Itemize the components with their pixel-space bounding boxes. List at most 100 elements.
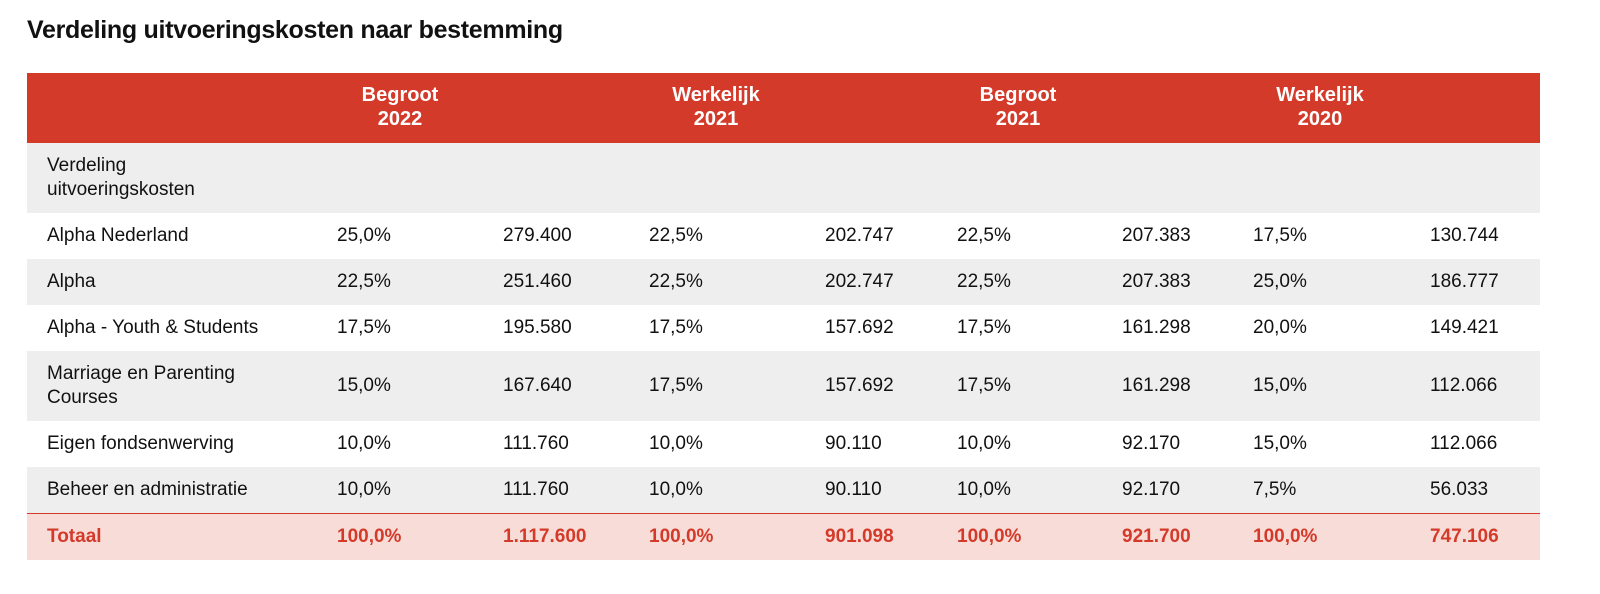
cell: 15,0%	[317, 351, 483, 421]
cell: 25,0%	[317, 213, 483, 259]
cell-value: 90.110	[825, 433, 882, 454]
cell-value: 130.744	[1430, 225, 1499, 246]
cell-value: 17,5%	[649, 317, 703, 338]
total-value: 1.117.600	[503, 526, 587, 547]
cell: 149.421	[1410, 305, 1540, 351]
cell: 17,5%	[1233, 213, 1410, 259]
row-label: Marriage en Parenting Courses	[47, 363, 235, 408]
column-label: Werkelijk	[672, 84, 760, 106]
total-label-cell: Totaal	[27, 513, 317, 560]
total-value: 747.106	[1430, 526, 1499, 547]
cell: 130.744	[1410, 213, 1540, 259]
column-header: Begroot 2021	[980, 83, 1057, 131]
table-header: Begroot 2022 Werkelijk 2021 Begroot 2021 Werke…	[27, 73, 1540, 143]
total-cell: 100,0%	[629, 513, 805, 560]
cell-value: 17,5%	[1253, 225, 1307, 246]
table-row: Alpha - Youth & Students 17,5% 195.580 17,5…	[27, 305, 1540, 351]
row-label: Eigen fondsenwerving	[47, 433, 234, 454]
cell: 92.170	[1102, 421, 1233, 467]
cell: 251.460	[483, 259, 629, 305]
row-label-cell: Eigen fondsenwerving	[27, 421, 317, 467]
total-cell: 921.700	[1102, 513, 1233, 560]
cell: 90.110	[805, 467, 937, 514]
cell: 56.033	[1410, 467, 1540, 514]
column-header: Werkelijk 2021	[672, 83, 759, 131]
column-label: Begroot	[979, 84, 1057, 106]
cell-value: 10,0%	[649, 433, 703, 454]
section-label: Verdeling uitvoeringskosten	[47, 155, 195, 200]
cell-value: 15,0%	[1253, 375, 1307, 396]
cell: 112.066	[1410, 351, 1540, 421]
data-table: Verdeling uitvoeringskosten Alpha Nederla…	[27, 143, 1541, 560]
cell: 17,5%	[937, 351, 1102, 421]
cell-value: 10,0%	[957, 433, 1011, 454]
cell: 17,5%	[317, 305, 483, 351]
cell: 161.298	[1102, 305, 1233, 351]
cell: 279.400	[483, 213, 629, 259]
cell: 207.383	[1102, 213, 1233, 259]
cell-value: 92.170	[1122, 433, 1181, 454]
total-cell: 747.106	[1410, 513, 1541, 560]
cell-value: 157.692	[825, 375, 894, 396]
total-value: 901.098	[825, 526, 894, 547]
column-label: Begroot	[361, 84, 439, 106]
cell: 10,0%	[317, 421, 483, 467]
cell-value: 112.066	[1430, 433, 1498, 454]
row-label: Beheer en administratie	[47, 479, 248, 500]
cell-value: 20,0%	[1253, 317, 1307, 338]
cell-value: 25,0%	[1253, 271, 1307, 292]
cell: 17,5%	[629, 305, 805, 351]
total-cell: 901.098	[805, 513, 937, 560]
cell-value: 17,5%	[957, 375, 1011, 396]
cell: 15,0%	[1233, 421, 1410, 467]
cell: 7,5%	[1233, 467, 1410, 514]
cell-value: 161.298	[1122, 375, 1191, 396]
cell: 10,0%	[629, 421, 805, 467]
cell: 22,5%	[937, 259, 1102, 305]
row-label: Alpha Nederland	[47, 225, 189, 246]
cell: 157.692	[805, 351, 937, 421]
row-label-cell: Alpha	[27, 259, 317, 305]
cell-value: 202.747	[825, 271, 894, 292]
cell: 92.170	[1102, 467, 1233, 514]
cell: 111.760	[483, 421, 629, 467]
cell: 20,0%	[1233, 305, 1410, 351]
total-cell: 100,0%	[937, 513, 1102, 560]
cell: 22,5%	[317, 259, 483, 305]
cell-value: 10,0%	[337, 479, 391, 500]
table-row: Alpha 22,5% 251.460 22,5% 202.747 22,5% 207.38…	[27, 259, 1541, 305]
cell: 195.580	[483, 305, 629, 351]
cell: 186.777	[1410, 259, 1540, 305]
cell: 22,5%	[629, 213, 805, 259]
cell-value: 207.383	[1122, 225, 1191, 246]
cell-value: 22,5%	[649, 271, 703, 292]
cell: 22,5%	[629, 259, 805, 305]
table-row: Eigen fondsenwerving 10,0% 111.760 10,0% 90.…	[27, 421, 1540, 467]
column-year: 2022	[377, 108, 423, 130]
section-cell: Verdeling uitvoeringskosten	[27, 143, 1540, 213]
total-cell: 100,0%	[1233, 513, 1410, 560]
total-label: Totaal	[47, 526, 102, 547]
cell-value: 7,5%	[1253, 479, 1297, 500]
total-row: Totaal 100,0% 1.117.600 100,0% 901.098 100,0%…	[27, 513, 1541, 560]
cell-value: 207.383	[1122, 271, 1191, 292]
row-label-cell: Beheer en administratie	[27, 467, 317, 514]
total-value: 921.700	[1122, 526, 1191, 547]
column-header: Begroot 2022	[362, 83, 439, 131]
cell-value: 279.400	[503, 225, 572, 246]
cell-value: 22,5%	[957, 271, 1011, 292]
row-label-cell: Marriage en Parenting Courses	[27, 351, 317, 421]
cell: 111.760	[483, 467, 629, 514]
column-header: Werkelijk 2020	[1276, 83, 1363, 131]
total-value: 100,0%	[649, 526, 714, 547]
total-value: 100,0%	[337, 526, 402, 547]
cell: 10,0%	[317, 467, 483, 514]
cell: 25,0%	[1233, 259, 1410, 305]
column-year: 2021	[693, 108, 739, 130]
cell-value: 22,5%	[649, 225, 703, 246]
cell: 112.066	[1410, 421, 1540, 467]
total-cell: 1.117.600	[483, 513, 629, 560]
cell-value: 251.460	[503, 271, 572, 292]
cell-value: 56.033	[1430, 479, 1489, 500]
cell-value: 22,5%	[337, 271, 391, 292]
